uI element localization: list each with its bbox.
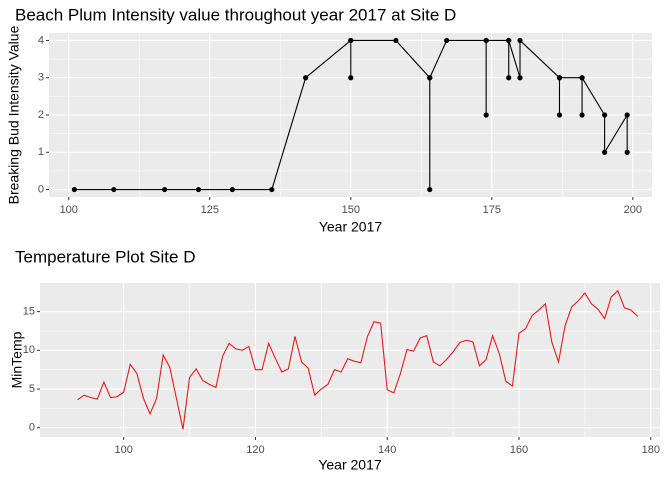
y-tick-label: 4 [38, 34, 44, 46]
data-point [427, 75, 433, 81]
data-point [602, 112, 608, 118]
y-tick-label: 15 [23, 306, 35, 318]
data-point [348, 75, 354, 81]
data-point [624, 112, 630, 118]
y-axis-label: Breaking Bud Intensity Value [6, 25, 22, 204]
x-tick-label: 180 [642, 444, 660, 456]
data-point [556, 75, 563, 81]
data-point [483, 37, 489, 44]
data-point [71, 186, 77, 193]
x-tick-label: 150 [342, 204, 360, 216]
data-point [444, 37, 450, 44]
data-point [269, 186, 275, 193]
x-tick-label: 100 [114, 444, 132, 456]
data-point [517, 75, 523, 81]
y-axis-label: MinTemp [9, 331, 25, 388]
chart-title: Beach Plum Intensity value throughout ye… [15, 5, 456, 24]
data-point [579, 112, 585, 118]
x-tick-label: 140 [378, 444, 396, 456]
data-point [579, 75, 585, 81]
data-point [162, 186, 168, 193]
data-point [517, 37, 523, 44]
data-point [506, 75, 512, 81]
data-point [111, 186, 117, 193]
data-point [602, 149, 608, 155]
y-tick-label: 2 [38, 109, 44, 121]
chart-title: Temperature Plot Site D [15, 247, 195, 266]
y-tick-label: 0 [38, 183, 44, 195]
data-point [195, 186, 202, 193]
data-point [556, 112, 563, 118]
data-line [77, 289, 638, 430]
y-tick-label: 3 [38, 72, 44, 84]
data-point [624, 149, 630, 155]
x-axis-label: Year 2017 [319, 219, 383, 235]
x-tick-label: 125 [201, 204, 219, 216]
x-tick-label: 160 [510, 444, 528, 456]
y-tick-label: 5 [29, 383, 35, 395]
data-point [348, 37, 354, 44]
x-axis-label: Year 2017 [318, 457, 382, 473]
data-point [229, 186, 235, 193]
y-tick-label: 1 [38, 146, 44, 158]
x-tick-label: 175 [483, 204, 501, 216]
y-tick-label: 0 [29, 422, 35, 434]
data-point [393, 37, 399, 44]
x-tick-label: 120 [246, 444, 264, 456]
data-point [427, 186, 433, 193]
x-tick-label: 100 [60, 204, 78, 216]
y-tick-label: 10 [23, 344, 35, 356]
data-point [483, 112, 489, 118]
data-point [303, 75, 309, 81]
x-tick-label: 200 [624, 204, 642, 216]
data-point [506, 37, 512, 44]
